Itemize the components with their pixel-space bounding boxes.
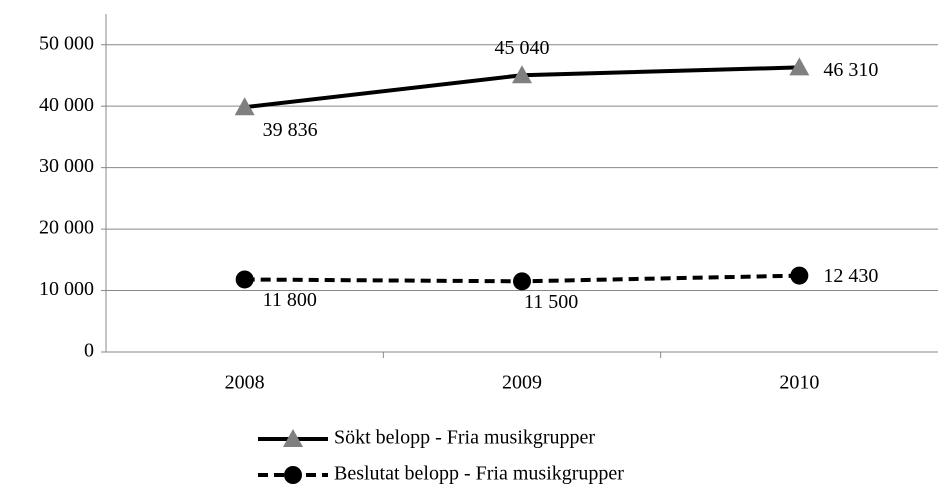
data-label: 11 800 — [263, 289, 317, 311]
data-label: 39 836 — [263, 119, 318, 141]
data-point — [234, 97, 255, 116]
x-tick-label: 2010 — [779, 372, 819, 394]
legend-marker — [283, 429, 303, 447]
x-tick-label: 2009 — [502, 372, 542, 394]
data-label: 11 500 — [524, 291, 578, 313]
data-label: 45 040 — [495, 37, 550, 59]
y-tick-label: 0 — [84, 340, 94, 362]
data-label: 46 310 — [823, 59, 878, 81]
y-tick-label: 10 000 — [39, 278, 94, 300]
data-point — [235, 270, 254, 289]
y-tick-label: 30 000 — [39, 155, 94, 177]
y-tick-label: 40 000 — [39, 94, 94, 116]
data-point — [513, 272, 531, 291]
legend-label: Beslutat belopp - Fria musikgrupper — [334, 463, 624, 485]
x-tick-label: 2008 — [225, 372, 265, 394]
data-point — [790, 266, 809, 285]
data-point — [789, 57, 810, 76]
legend-marker — [284, 466, 302, 484]
y-tick-label: 50 000 — [39, 32, 94, 54]
legend-label: Sökt belopp - Fria musikgrupper — [334, 427, 595, 449]
y-tick-label: 20 000 — [39, 217, 94, 239]
data-point — [512, 65, 532, 84]
data-label: 12 430 — [823, 265, 878, 287]
